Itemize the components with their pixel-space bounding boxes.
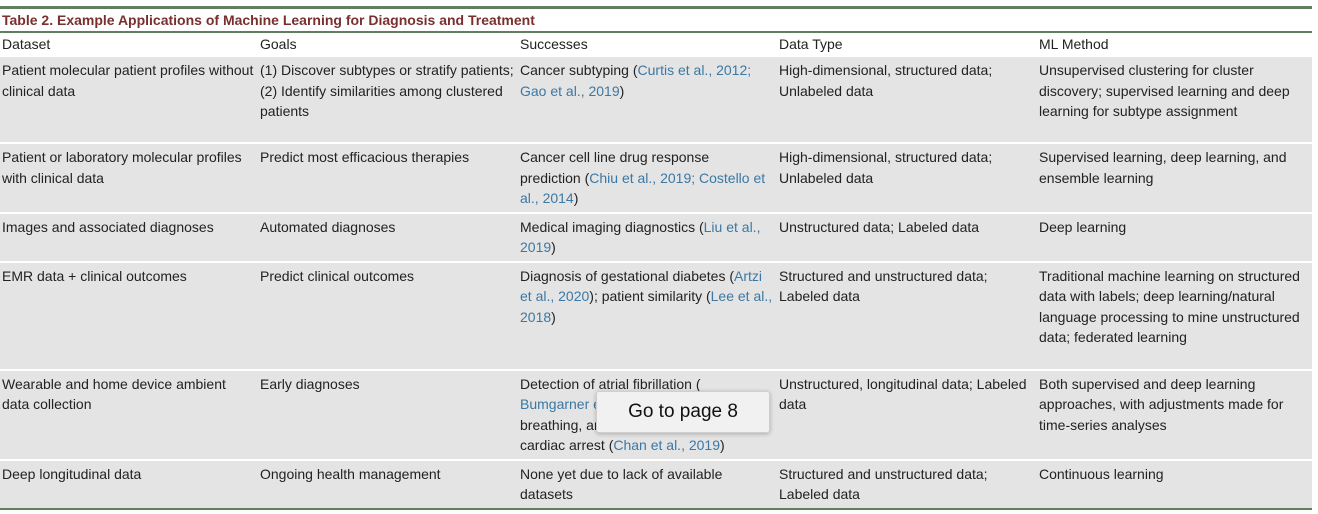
header-successes: Successes (520, 36, 588, 52)
cell-dataset: Patient or laboratory molecular profiles… (2, 149, 242, 186)
header-ml-method: ML Method (1039, 36, 1109, 52)
cell-data-type: Structured and unstructured data; Labele… (779, 465, 988, 503)
citation-link[interactable]: Chiu et al., 2019; Costello et al., 2014 (520, 169, 766, 207)
cell-successes: Diagnosis of gestational diabetes (Artzi… (518, 262, 777, 370)
successes-text: ) (551, 308, 556, 325)
cell-goals: Ongoing health management (260, 465, 441, 482)
cell-successes: Medical imaging diagnostics (Liu et al.,… (518, 213, 777, 262)
cell-dataset: Wearable and home device ambient data co… (2, 375, 226, 413)
successes-text: Medical imaging diagnostics ( (520, 218, 704, 235)
cell-data-type: High-dimensional, structured data; Unlab… (779, 149, 993, 186)
header-rule (0, 31, 1312, 33)
successes-text: Diagnosis of gestational diabetes ( (520, 267, 735, 284)
table-row: Images and associated diagnoses Automate… (0, 212, 1312, 262)
cell-ml-method: Traditional machine learning on structur… (1039, 267, 1300, 346)
cell-goals: (1) Discover subtypes or stratify patien… (260, 62, 514, 119)
table-row: Patient or laboratory molecular profiles… (0, 143, 1312, 213)
cell-data-type: Structured and unstructured data; Labele… (779, 267, 988, 305)
cell-data-type: Unstructured data; Labeled data (779, 218, 980, 235)
citation-link[interactable]: Bumgarner e (520, 396, 601, 412)
cell-ml-method: Continuous learning (1039, 465, 1164, 482)
successes-text: ); patient similarity ( (589, 288, 711, 304)
cell-goals: Automated diagnoses (260, 218, 396, 235)
cell-ml-method: Supervised learning, deep learning, and … (1039, 149, 1287, 186)
table-row: Wearable and home device ambient data co… (0, 369, 1312, 460)
citation-link[interactable]: Liu et al., 2019 (520, 218, 761, 256)
successes-text: cardiac arrest ( (520, 437, 614, 453)
citation-link[interactable]: Artzi et al., 2020 (520, 267, 763, 305)
cell-successes: None yet due to lack of available datase… (520, 465, 723, 503)
top-rule (0, 6, 1312, 9)
cell-ml-method: Deep learning (1039, 218, 1127, 235)
cell-successes: Detection of atrial fibrillation ( Bumgar… (518, 370, 777, 460)
table-row: Deep longitudinal data Ongoing health ma… (0, 459, 1312, 508)
bottom-rule (0, 507, 1312, 510)
cell-data-type: Unstructured, longitudinal data; Labeled… (779, 375, 1027, 413)
cell-dataset: Images and associated diagnoses (2, 218, 214, 235)
cell-successes: Cancer cell line drug response predictio… (518, 143, 777, 213)
cell-dataset: EMR data + clinical outcomes (2, 267, 187, 284)
cell-dataset: Patient molecular patient profiles witho… (2, 62, 254, 99)
applications-table: Dataset Goals Successes Data Type ML Met… (0, 33, 1312, 508)
header-data-type: Data Type (779, 36, 843, 52)
successes-text: breathing, ar (520, 416, 599, 433)
header-goals: Goals (260, 36, 297, 52)
successes-text: ) (720, 437, 725, 453)
successes-text: Detection of atrial fibrillation ( (520, 375, 701, 392)
cell-goals: Predict clinical outcomes (260, 267, 415, 284)
cell-goals: Predict most efficacious therapies (260, 149, 470, 165)
header-dataset: Dataset (2, 36, 51, 52)
table-caption: Table 2. Example Applications of Machine… (2, 12, 535, 28)
table-row: Patient molecular patient profiles witho… (0, 56, 1312, 143)
cell-data-type: High-dimensional, structured data; Unlab… (779, 62, 993, 99)
successes-text: Cancer cell line drug response predictio… (520, 149, 710, 186)
successes-text: ) (619, 82, 625, 99)
table-container: Table 2. Example Applications of Machine… (0, 6, 1312, 510)
header-row: Dataset Goals Successes Data Type ML Met… (0, 33, 1312, 56)
cell-ml-method: Both supervised and deep learning approa… (1039, 375, 1284, 433)
citation-link[interactable]: Lee et al., 2018 (520, 288, 773, 325)
go-to-page-tooltip[interactable]: Go to page 8 (596, 391, 770, 433)
successes-text: ) (573, 190, 579, 206)
cell-successes: Cancer subtyping (Curtis et al., 2012; G… (518, 56, 777, 143)
cell-dataset: Deep longitudinal data (2, 465, 142, 482)
table-row: EMR data + clinical outcomes Predict cli… (0, 261, 1312, 370)
citation-link[interactable]: Chan et al., 2019 (613, 437, 720, 453)
cell-ml-method: Unsupervised clustering for cluster disc… (1039, 62, 1290, 119)
cell-goals: Early diagnoses (260, 375, 360, 392)
citation-link[interactable]: Curtis et al., 2012; Gao et al., 2019 (520, 62, 752, 99)
successes-text: Cancer subtyping ( (520, 62, 638, 78)
successes-text: ) (551, 239, 556, 255)
